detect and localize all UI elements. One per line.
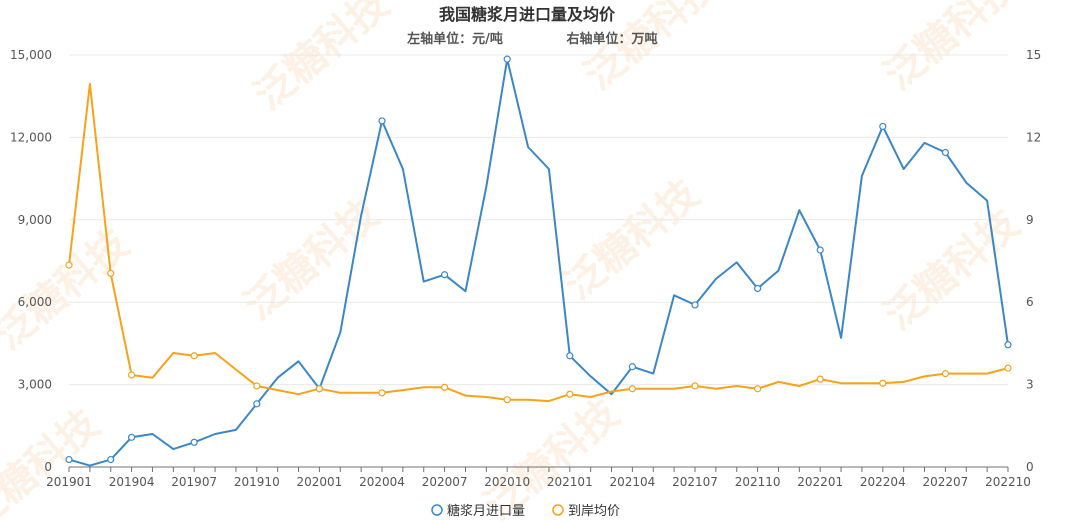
- watermark-text: 泛糖科技: [476, 391, 628, 522]
- legend[interactable]: 糖浆月进口量 到岸均价: [431, 503, 620, 519]
- x-axis-tick-label: 202004: [359, 475, 405, 489]
- data-point-import-volume[interactable]: [65, 455, 73, 464]
- axes: 0 3,000 6,000 9,000 12,000 15,000 0 3 6 9 12 15 2019…: [10, 48, 1041, 489]
- left-axis-tick-label: 3,000: [18, 378, 52, 392]
- x-axis-tick-label: 202101: [547, 475, 593, 489]
- data-point-avg-price[interactable]: [753, 385, 762, 393]
- right-axis-tick-label: 6: [1026, 295, 1034, 309]
- x-axis-tick-label: 202007: [422, 475, 468, 489]
- legend-item-avg-price[interactable]: 到岸均价: [552, 504, 620, 519]
- data-point-import-volume[interactable]: [628, 363, 637, 371]
- legend-label-avg-price: 到岸均价: [568, 504, 620, 519]
- x-axis-tick-label: 201901: [46, 475, 92, 489]
- data-point-avg-price[interactable]: [816, 375, 824, 383]
- data-point-avg-price[interactable]: [107, 269, 115, 277]
- x-axis-tick-label: 202207: [922, 475, 968, 489]
- data-point-avg-price[interactable]: [691, 382, 699, 390]
- data-point-avg-price[interactable]: [1004, 364, 1012, 372]
- data-point-avg-price[interactable]: [628, 385, 637, 393]
- data-point-avg-price[interactable]: [378, 389, 386, 397]
- data-point-avg-price[interactable]: [879, 379, 887, 387]
- x-axis-tick-label: 202001: [296, 475, 342, 489]
- x-axis-tick-label: 202110: [735, 475, 781, 489]
- data-point-avg-price[interactable]: [253, 382, 261, 390]
- watermark-text: 泛糖科技: [876, 0, 1028, 99]
- series-line-avg-price: [68, 82, 1009, 403]
- data-point-import-volume[interactable]: [128, 433, 136, 441]
- data-point-avg-price[interactable]: [315, 385, 323, 393]
- data-point-avg-price[interactable]: [65, 261, 73, 269]
- series-line-import-volume: [68, 58, 1009, 467]
- x-axis-tick-label: 201910: [234, 475, 280, 489]
- left-axis-tick-label: 9,000: [18, 213, 52, 227]
- x-axis-tick-label: 202107: [672, 475, 718, 489]
- left-axis-tick-label: 6,000: [18, 295, 52, 309]
- right-axis-unit: 右轴单位：万吨: [565, 31, 657, 47]
- x-axis-tick-label: 201907: [171, 475, 217, 489]
- data-point-import-volume[interactable]: [378, 117, 386, 125]
- legend-marker-import-volume: [431, 504, 443, 516]
- data-point-avg-price[interactable]: [128, 371, 136, 379]
- x-axis-tick-label: 202104: [609, 475, 655, 489]
- x-axis-tick-label: 202201: [797, 475, 843, 489]
- data-point-import-volume[interactable]: [753, 284, 762, 293]
- watermark-text: 泛糖科技: [236, 191, 388, 329]
- left-axis-unit: 左轴单位：元/吨: [407, 31, 503, 47]
- data-point-import-volume[interactable]: [107, 455, 115, 464]
- data-point-avg-price[interactable]: [190, 352, 198, 360]
- chart-title: 我国糖浆月进口量及均价: [439, 5, 616, 24]
- series-layer: [65, 55, 1012, 467]
- right-axis-tick-label: 3: [1026, 378, 1034, 392]
- data-point-import-volume[interactable]: [190, 438, 198, 446]
- data-point-avg-price[interactable]: [941, 370, 950, 378]
- right-axis-tick-label: 9: [1026, 213, 1034, 227]
- grid-lines: [69, 54, 1008, 386]
- left-axis-tick-label: 12,000: [10, 130, 52, 144]
- data-point-import-volume[interactable]: [1004, 341, 1012, 349]
- watermark-text: 泛糖科技: [0, 401, 108, 522]
- left-axis-tick-label: 15,000: [10, 48, 52, 62]
- data-point-import-volume[interactable]: [816, 246, 824, 254]
- right-axis-tick-label: 12: [1026, 130, 1041, 144]
- x-axis-tick-label: 202204: [860, 475, 906, 489]
- x-axis-tick-label: 201904: [109, 475, 155, 489]
- left-axis-tick-label: 0: [44, 460, 52, 474]
- data-point-avg-price[interactable]: [566, 390, 574, 398]
- data-point-import-volume[interactable]: [879, 122, 887, 131]
- legend-marker-avg-price: [552, 504, 564, 516]
- data-point-import-volume[interactable]: [503, 55, 511, 63]
- data-point-import-volume[interactable]: [691, 301, 699, 309]
- data-point-import-volume[interactable]: [941, 148, 950, 157]
- legend-item-import-volume[interactable]: 糖浆月进口量: [431, 503, 525, 519]
- right-axis-tick-label: 0: [1026, 460, 1034, 474]
- data-point-import-volume[interactable]: [566, 352, 574, 360]
- data-point-import-volume[interactable]: [253, 400, 261, 408]
- data-point-avg-price[interactable]: [503, 396, 511, 404]
- watermark-text: 泛糖科技: [0, 221, 138, 359]
- x-axis-tick-label: 202210: [985, 475, 1031, 489]
- watermark-text: 泛糖科技: [556, 171, 708, 309]
- watermark-text: 泛糖科技: [246, 0, 398, 119]
- data-point-avg-price[interactable]: [441, 383, 449, 391]
- data-point-import-volume[interactable]: [441, 271, 449, 279]
- x-axis-tick-label: 202010: [484, 475, 530, 489]
- legend-label-import-volume: 糖浆月进口量: [447, 503, 525, 519]
- right-axis-tick-label: 15: [1026, 48, 1041, 62]
